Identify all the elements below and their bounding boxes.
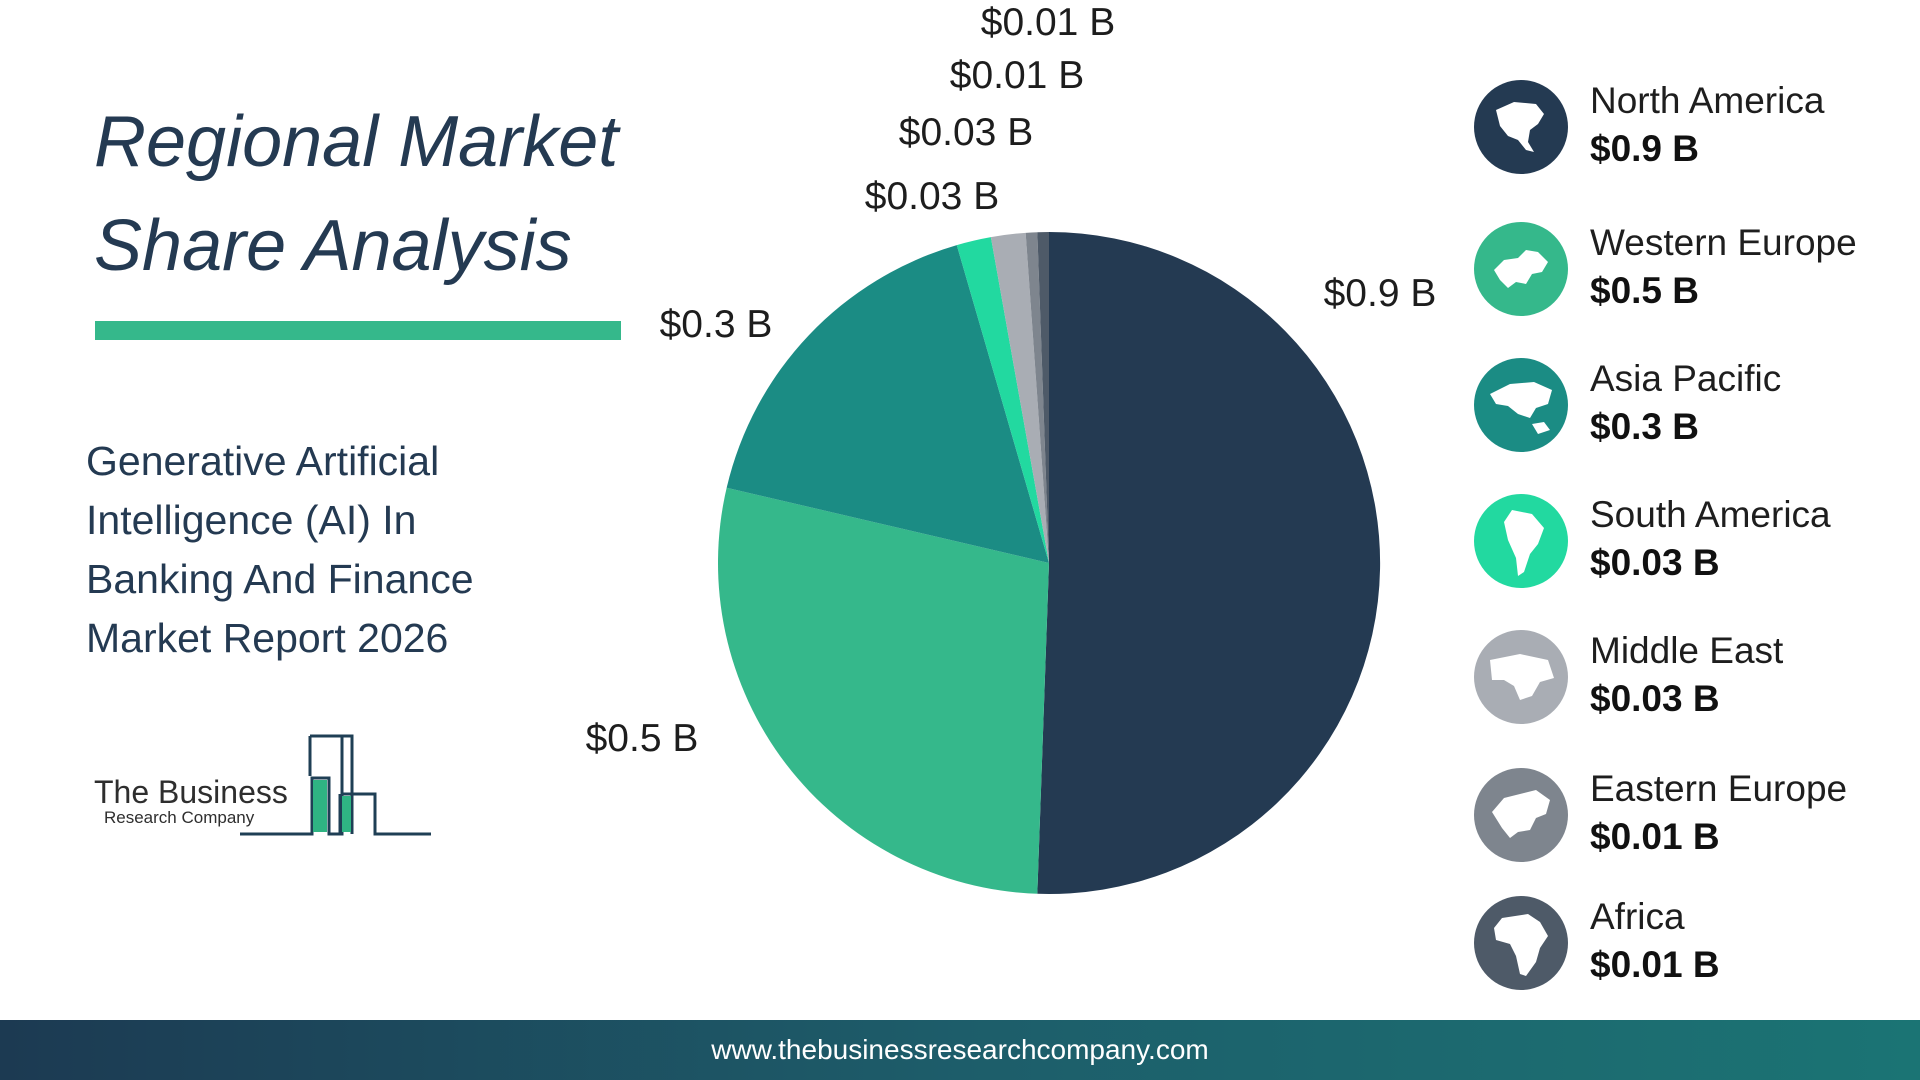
pie-chart: $0.9 B $0.5 B $0.3 B $0.03 B $0.03 B $0.01 B $…	[586, 1, 1437, 894]
middle-east-map-icon	[1474, 630, 1568, 724]
asia-pacific-map-icon	[1474, 358, 1568, 452]
legend-label: Eastern Europe	[1590, 768, 1848, 809]
eastern-europe-map-icon	[1474, 768, 1568, 862]
pie-slice-north-america	[1037, 231, 1381, 894]
north-america-map-icon	[1474, 80, 1568, 174]
footer-bar: www.thebusinessresearchcompany.com	[0, 1020, 1920, 1080]
slice-value-label-asia-pacific: $0.3 B	[660, 303, 773, 346]
legend-label: Western Europe	[1590, 222, 1857, 263]
legend-label: South America	[1590, 494, 1831, 535]
south-america-map-icon	[1474, 494, 1568, 588]
legend-value: $0.03 B	[1590, 678, 1720, 719]
pie-slice-western-europe	[717, 487, 1049, 894]
slice-value-label-western-europe: $0.5 B	[586, 717, 699, 760]
legend-item-south-america: South America $0.03 B	[1474, 494, 1914, 594]
legend-item-middle-east: Middle East $0.03 B	[1474, 630, 1914, 730]
legend-item-eastern-europe: Eastern Europe $0.01 B	[1474, 768, 1914, 868]
western-europe-map-icon	[1474, 222, 1568, 316]
logo-tagline: Research Company	[104, 808, 255, 827]
footer-website-link[interactable]: www.thebusinessresearchcompany.com	[711, 1034, 1209, 1065]
legend-label: Middle East	[1590, 630, 1784, 671]
slice-value-label-north-america: $0.9 B	[1324, 272, 1437, 315]
slice-value-label-africa: $0.01 B	[981, 1, 1115, 44]
legend-label: Asia Pacific	[1590, 358, 1782, 399]
page-title: Regional Market Share Analysis	[94, 90, 618, 298]
pie-slice-asia-pacific	[726, 245, 1049, 564]
pie-slice-south-america	[956, 237, 1049, 563]
legend-value: $0.5 B	[1590, 270, 1700, 311]
slice-value-label-eastern-europe: $0.01 B	[950, 54, 1084, 97]
pie-slice-eastern-europe	[1025, 232, 1049, 563]
logo-company-name: The Business	[94, 774, 288, 810]
report-subtitle: Generative Artificial Intelligence (AI) …	[86, 438, 474, 661]
title-line-1: Regional Market	[94, 102, 619, 182]
legend-value: $0.01 B	[1590, 944, 1720, 985]
legend-value: $0.9 B	[1590, 128, 1700, 169]
legend-label: North America	[1590, 80, 1825, 121]
company-logo: The Business Research Company	[92, 730, 442, 840]
pie-slice-africa	[1037, 232, 1049, 563]
legend-value: $0.03 B	[1590, 542, 1720, 583]
legend-item-western-europe: Western Europe $0.5 B	[1474, 222, 1914, 322]
legend-label: Africa	[1590, 896, 1685, 937]
legend-value: $0.3 B	[1590, 406, 1700, 447]
title-line-2: Share Analysis	[94, 206, 572, 286]
legend-item-asia-pacific: Asia Pacific $0.3 B	[1474, 358, 1914, 458]
legend-item-north-america: North America $0.9 B	[1474, 80, 1914, 180]
legend-item-africa: Africa $0.01 B	[1474, 896, 1914, 996]
africa-map-icon	[1474, 896, 1568, 990]
title-underline	[95, 321, 621, 340]
legend-value: $0.01 B	[1590, 816, 1720, 857]
pie-slice-middle-east	[990, 232, 1049, 563]
logo-bars-icon	[240, 734, 431, 836]
slice-value-label-south-america: $0.03 B	[865, 175, 999, 218]
slice-value-label-middle-east: $0.03 B	[899, 111, 1033, 154]
